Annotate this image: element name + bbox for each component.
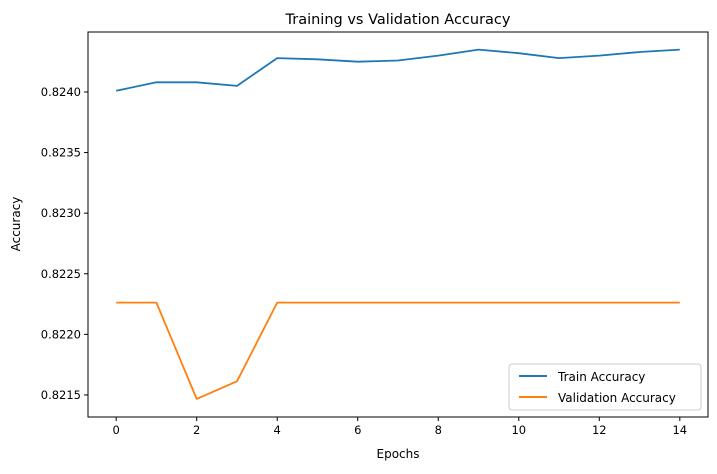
chart-title: Training vs Validation Accuracy <box>285 12 511 28</box>
y-tick-label: 0.8220 <box>41 327 81 341</box>
plot-frame <box>87 31 709 418</box>
x-tick-label: 14 <box>672 423 687 437</box>
x-tick-label: 4 <box>274 423 281 437</box>
x-tick-label: 6 <box>354 423 361 437</box>
x-tick-label: 0 <box>113 423 120 437</box>
validation-accuracy-line <box>116 301 680 400</box>
legend-validation-label: Validation Accuracy <box>558 391 676 405</box>
x-tick-label: 10 <box>511 423 526 437</box>
train-accuracy-line <box>116 48 680 92</box>
x-tick-label: 2 <box>193 423 200 437</box>
x-tick-label: 12 <box>592 423 607 437</box>
y-tick-label: 0.8230 <box>41 206 81 220</box>
legend: Train Accuracy Validation Accuracy <box>508 363 702 411</box>
y-tick-label: 0.8225 <box>41 267 81 281</box>
y-tick-label: 0.8240 <box>41 85 81 99</box>
x-axis-label: Epochs <box>377 447 420 461</box>
legend-train-label: Train Accuracy <box>557 370 645 384</box>
x-tick-label: 8 <box>435 423 442 437</box>
y-axis-label: Accuracy <box>9 197 23 252</box>
y-tick-label: 0.8215 <box>41 388 81 402</box>
y-tick-label: 0.8235 <box>41 146 81 160</box>
